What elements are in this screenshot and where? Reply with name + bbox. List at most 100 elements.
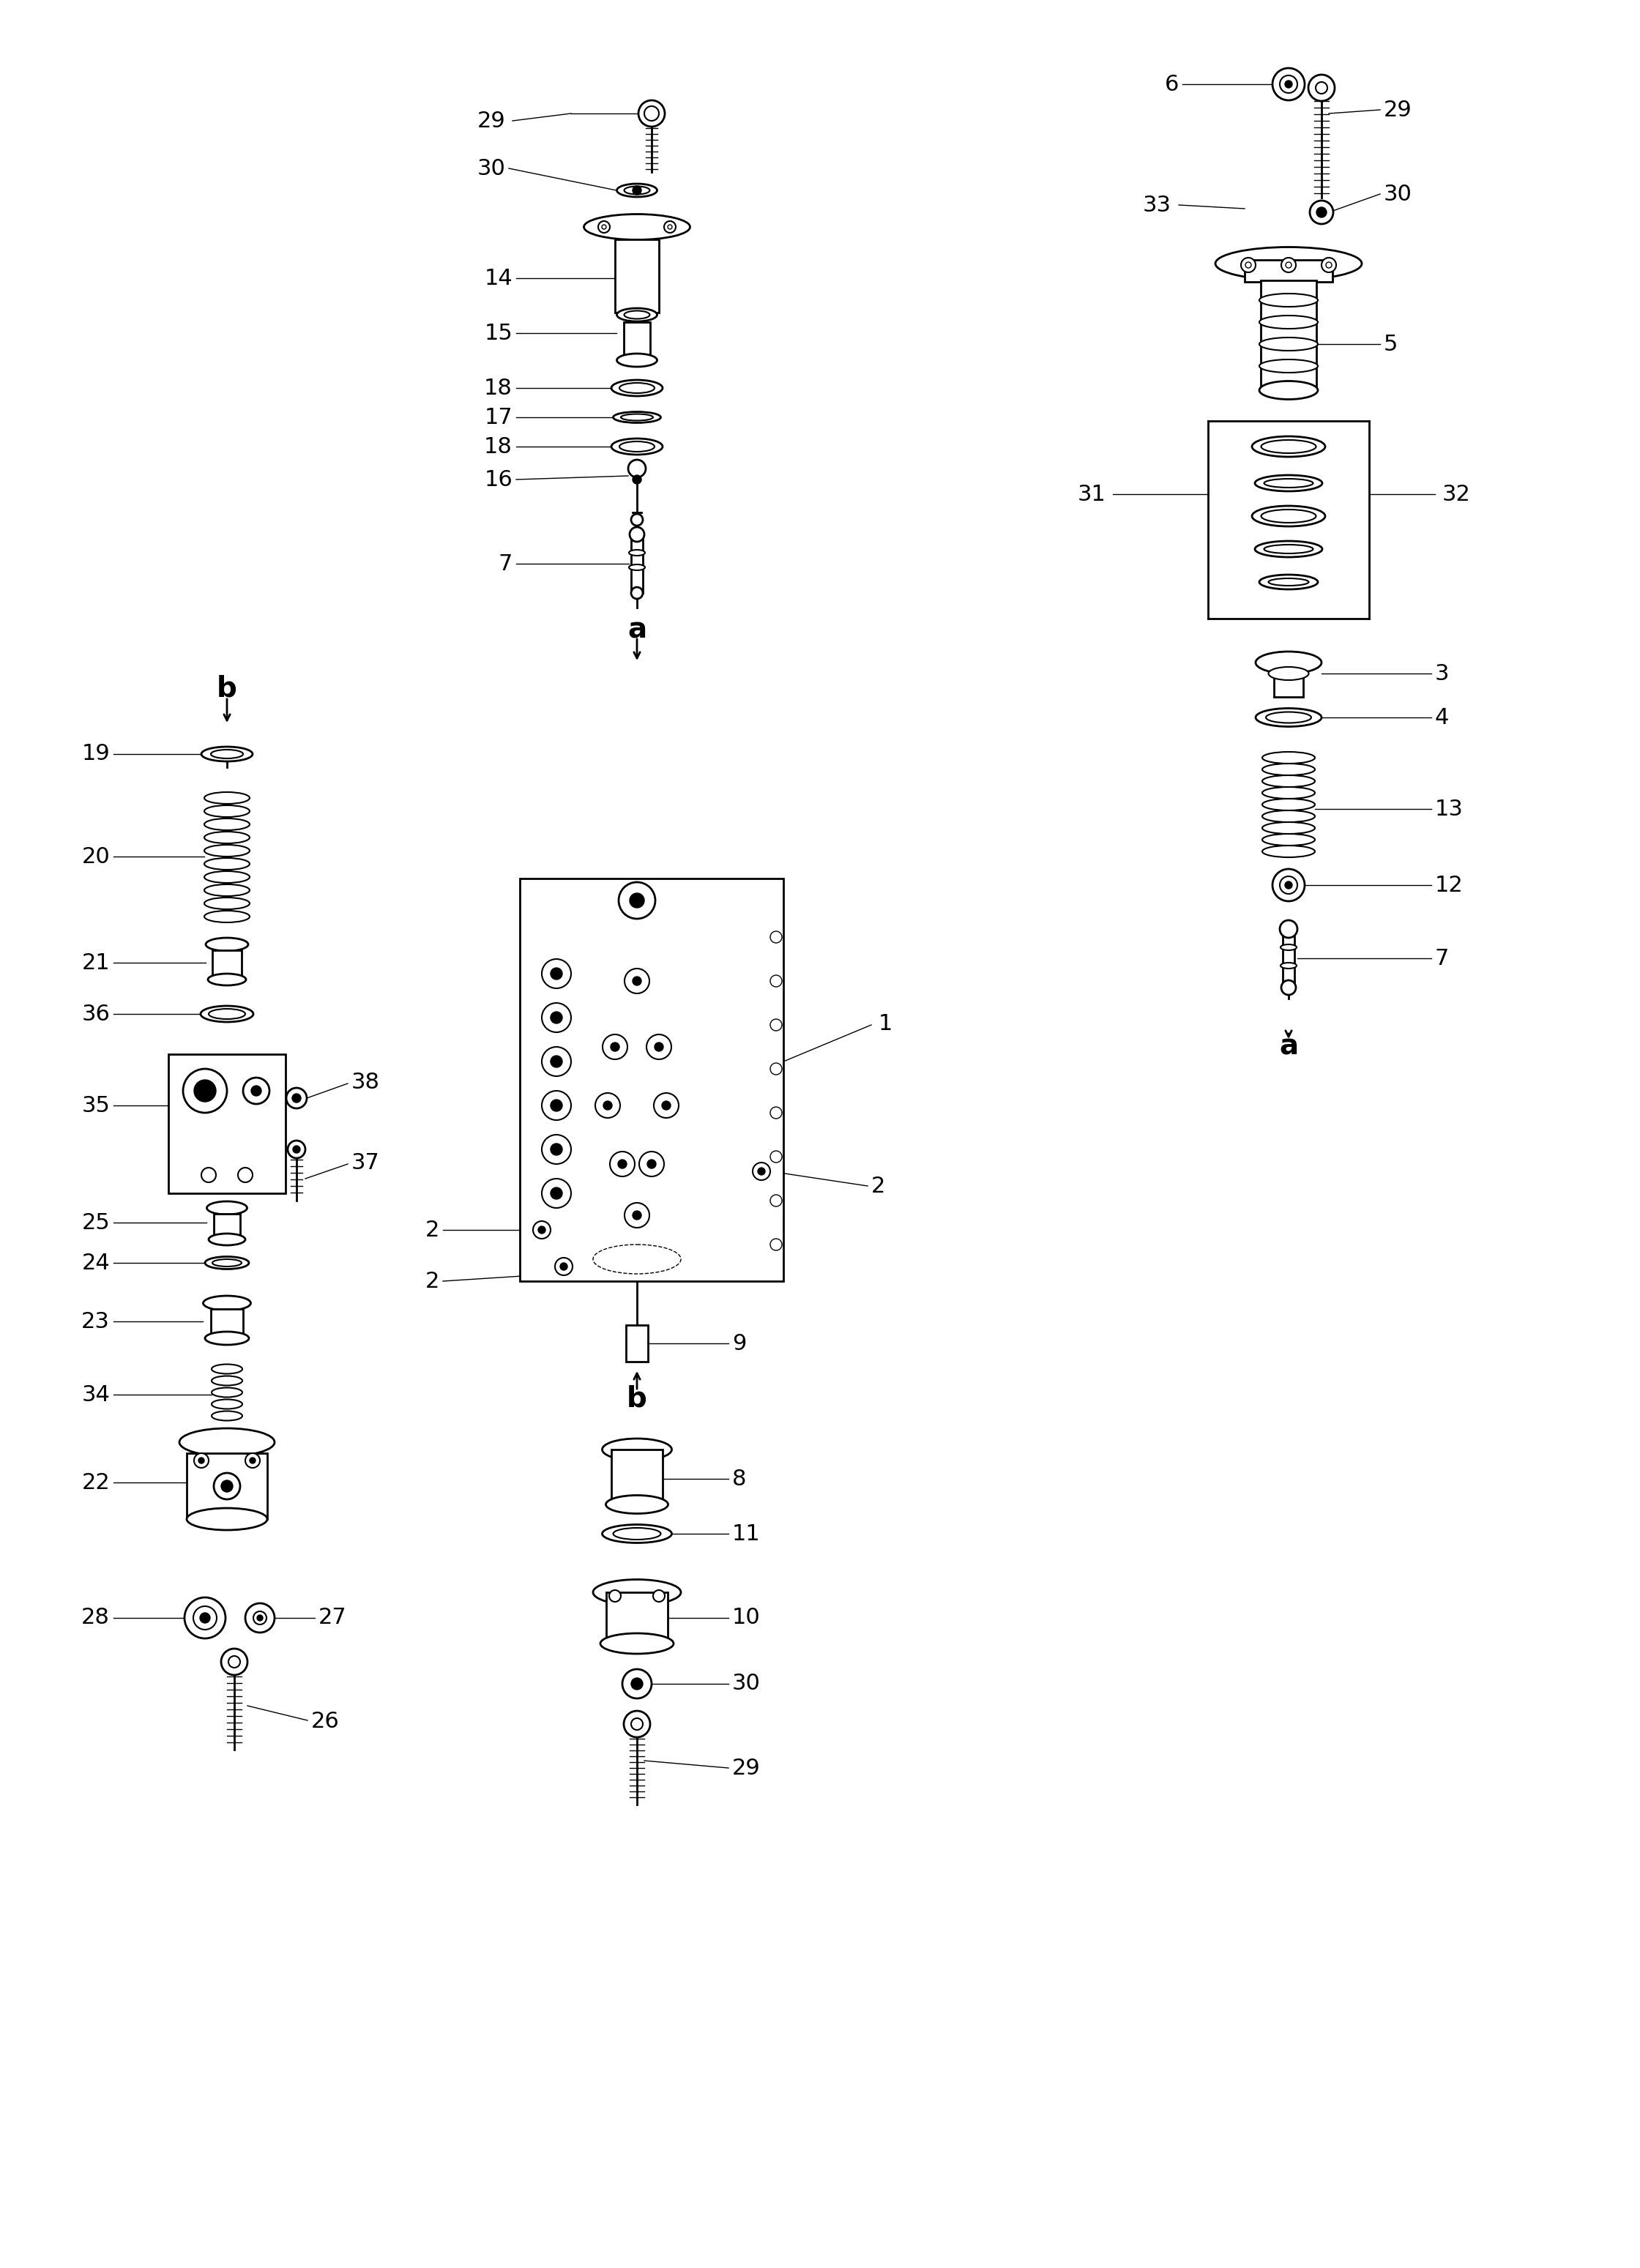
Ellipse shape (205, 1256, 249, 1270)
Ellipse shape (1263, 846, 1315, 857)
Ellipse shape (187, 1508, 267, 1531)
Circle shape (551, 1012, 563, 1023)
Circle shape (551, 1100, 563, 1111)
Circle shape (1273, 68, 1305, 100)
Ellipse shape (212, 1399, 243, 1408)
Circle shape (257, 1615, 262, 1622)
Circle shape (200, 1613, 210, 1624)
Circle shape (631, 587, 643, 599)
Circle shape (246, 1454, 259, 1467)
Text: 17: 17 (484, 406, 512, 429)
Bar (1261, 281, 1317, 390)
Bar (615, 240, 659, 313)
Text: 30: 30 (1384, 184, 1412, 204)
Ellipse shape (1263, 835, 1315, 846)
Circle shape (184, 1068, 226, 1114)
Circle shape (538, 1227, 546, 1234)
Circle shape (1245, 263, 1251, 268)
Circle shape (251, 1086, 261, 1095)
Ellipse shape (1263, 764, 1315, 776)
Text: 1: 1 (879, 1014, 892, 1034)
Ellipse shape (1263, 810, 1315, 821)
Text: 18: 18 (484, 376, 512, 399)
Circle shape (194, 1080, 216, 1102)
Circle shape (645, 107, 659, 120)
Ellipse shape (628, 565, 645, 569)
Ellipse shape (212, 1411, 243, 1420)
Circle shape (602, 225, 607, 229)
Circle shape (551, 1188, 563, 1200)
Circle shape (1281, 259, 1296, 272)
Circle shape (602, 1034, 628, 1059)
Text: 38: 38 (351, 1070, 380, 1093)
Circle shape (221, 1649, 248, 1676)
Text: 6: 6 (1164, 73, 1179, 95)
Circle shape (551, 1143, 563, 1154)
Text: 9: 9 (731, 1334, 746, 1354)
Ellipse shape (205, 885, 249, 896)
Circle shape (184, 1597, 225, 1637)
Text: 11: 11 (731, 1524, 761, 1545)
Text: 2: 2 (871, 1175, 886, 1198)
Ellipse shape (1260, 358, 1319, 372)
Ellipse shape (203, 1295, 251, 1311)
Circle shape (1286, 263, 1292, 268)
Circle shape (1279, 921, 1297, 937)
Circle shape (533, 1220, 551, 1238)
Ellipse shape (625, 186, 649, 195)
Circle shape (541, 1002, 571, 1032)
Ellipse shape (602, 1438, 672, 1461)
Circle shape (1284, 82, 1292, 88)
Text: b: b (626, 1383, 648, 1413)
Ellipse shape (205, 844, 249, 857)
Text: 34: 34 (82, 1383, 110, 1406)
Ellipse shape (1255, 542, 1322, 558)
Circle shape (633, 474, 641, 483)
Circle shape (541, 1091, 571, 1120)
Circle shape (608, 1590, 622, 1601)
Text: 30: 30 (477, 159, 505, 179)
Ellipse shape (625, 311, 649, 320)
Circle shape (771, 932, 782, 943)
Bar (612, 1449, 663, 1504)
Circle shape (633, 186, 641, 195)
Circle shape (630, 894, 645, 907)
Ellipse shape (620, 383, 654, 392)
Text: 22: 22 (82, 1472, 110, 1492)
Bar (213, 1213, 239, 1238)
Ellipse shape (1268, 667, 1309, 680)
Text: 18: 18 (484, 435, 512, 458)
Circle shape (554, 1259, 572, 1275)
Circle shape (1279, 875, 1297, 894)
Bar (623, 322, 649, 358)
Bar (212, 950, 241, 980)
Text: 35: 35 (82, 1095, 110, 1116)
Ellipse shape (613, 1529, 661, 1540)
Ellipse shape (207, 1202, 248, 1216)
Circle shape (654, 1093, 679, 1118)
Ellipse shape (1261, 510, 1315, 522)
Circle shape (1325, 263, 1332, 268)
Circle shape (1322, 259, 1337, 272)
Bar (1274, 671, 1304, 696)
Ellipse shape (594, 1245, 681, 1275)
Ellipse shape (600, 1633, 674, 1653)
Ellipse shape (205, 857, 249, 869)
Ellipse shape (1261, 440, 1315, 454)
Bar (169, 1055, 285, 1193)
Text: 19: 19 (82, 744, 110, 764)
Ellipse shape (208, 1234, 246, 1245)
Ellipse shape (620, 442, 654, 451)
Circle shape (618, 1159, 626, 1168)
Ellipse shape (1263, 787, 1315, 798)
Circle shape (541, 1134, 571, 1163)
Ellipse shape (205, 832, 249, 844)
Circle shape (771, 1107, 782, 1118)
Circle shape (1317, 206, 1327, 218)
Circle shape (654, 1043, 663, 1052)
Circle shape (194, 1606, 216, 1631)
Ellipse shape (205, 871, 249, 882)
Ellipse shape (205, 912, 249, 923)
Circle shape (610, 1152, 635, 1177)
Ellipse shape (1281, 943, 1297, 950)
